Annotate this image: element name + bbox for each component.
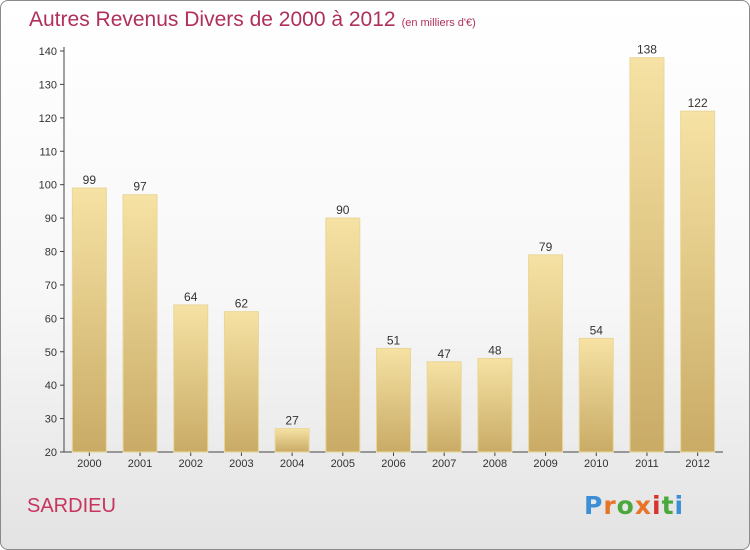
x-tick-label: 2000 — [77, 458, 101, 470]
x-tick-label: 2009 — [533, 458, 557, 470]
logo-letter: P — [584, 491, 604, 520]
y-tick-label: 50 — [45, 347, 57, 359]
chart-title-text: Autres Revenus Divers de 2000 à 2012 — [29, 8, 396, 31]
bar — [376, 347, 411, 453]
logo-letter: i — [674, 491, 685, 520]
place-name: SARDIEU — [27, 495, 116, 517]
bar — [629, 57, 665, 453]
bar-value-label: 122 — [688, 96, 708, 110]
logo-letter: o — [616, 491, 635, 520]
bar-value-label: 51 — [387, 333, 401, 347]
y-tick-label: 110 — [39, 146, 57, 158]
y-tick-label: 40 — [45, 380, 57, 392]
bar-value-label: 62 — [235, 297, 249, 311]
x-tick-label: 2012 — [685, 458, 709, 470]
y-tick-label: 90 — [45, 213, 57, 225]
bar-value-label: 97 — [133, 180, 147, 194]
x-tick-label: 2001 — [128, 458, 152, 470]
chart-bars — [71, 57, 716, 453]
logo-letter: r — [603, 491, 617, 520]
bar-value-label: 99 — [83, 173, 97, 187]
bar — [325, 217, 361, 453]
logo-letter: i — [652, 491, 662, 520]
x-tick-label: 2010 — [584, 458, 608, 470]
x-tick-label: 2002 — [178, 458, 202, 470]
bar — [122, 194, 158, 453]
bar-value-label: 138 — [637, 43, 657, 57]
y-tick-label: 130 — [39, 79, 57, 91]
y-tick-label: 60 — [45, 313, 57, 325]
bar — [426, 361, 462, 453]
bar-value-label: 54 — [590, 323, 604, 337]
x-tick-label: 2006 — [381, 458, 405, 470]
x-tick-label: 2007 — [432, 458, 456, 470]
logo-letter: x — [634, 491, 652, 520]
y-tick-label: 80 — [45, 247, 57, 259]
x-tick-label: 2004 — [280, 458, 304, 470]
x-tick-label: 2008 — [483, 458, 507, 470]
bar — [680, 110, 716, 453]
bar-value-label: 79 — [539, 240, 553, 254]
bar — [71, 187, 107, 453]
chart-title: Autres Revenus Divers de 2000 à 2012 (en … — [29, 8, 476, 32]
bar-value-label: 64 — [184, 290, 198, 304]
x-tick-label: 2003 — [229, 458, 253, 470]
y-tick-label: 120 — [39, 113, 57, 125]
bar-value-label: 47 — [438, 347, 452, 361]
y-tick-label: 20 — [45, 447, 57, 459]
chart-unit-text: (en milliers d'€) — [401, 17, 476, 29]
bar — [223, 311, 259, 453]
y-tick-label: 100 — [39, 180, 57, 192]
y-tick-label: 30 — [45, 414, 57, 426]
bar — [173, 304, 209, 453]
bar-value-label: 48 — [488, 343, 502, 357]
bar — [528, 254, 564, 453]
x-tick-label: 2011 — [635, 458, 659, 470]
bar — [274, 428, 310, 453]
y-tick-label: 70 — [45, 280, 57, 292]
bar-value-label: 27 — [285, 414, 299, 428]
bar — [578, 337, 614, 453]
y-tick-label: 140 — [39, 46, 57, 58]
x-tick-label: 2005 — [331, 458, 355, 470]
bar — [477, 357, 513, 453]
proxiti-logo[interactable]: Proxiti — [584, 491, 684, 520]
bar-value-label: 90 — [336, 203, 350, 217]
logo-letter: t — [661, 491, 675, 520]
chart-labels: 99 97 64 62 27 90 51 47 48 79 54 138 122 — [83, 43, 708, 428]
